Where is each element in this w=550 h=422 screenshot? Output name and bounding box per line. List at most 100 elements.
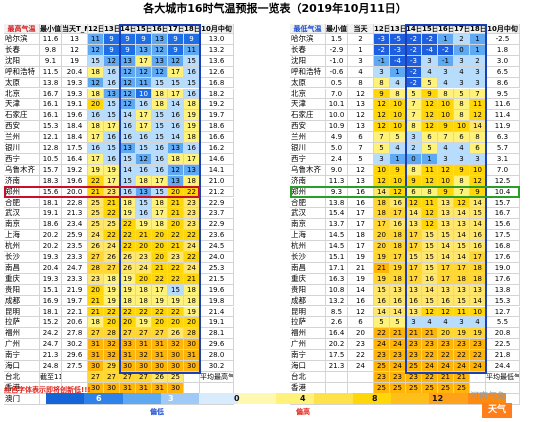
table-cell: 21	[422, 328, 438, 340]
table-cell: 6	[348, 132, 374, 143]
table-cell: 17	[168, 88, 184, 100]
table-cell: 3	[454, 153, 470, 165]
table-cell: 16	[152, 153, 168, 165]
table-cell: 7.0	[326, 88, 348, 100]
table-cell: 31	[88, 339, 104, 351]
table-cell: 22	[120, 230, 136, 242]
legend-segment	[352, 393, 392, 404]
table-cell: 16	[390, 295, 406, 307]
table-cell: 20.8	[486, 328, 520, 340]
table-cell: 18.6	[200, 121, 234, 133]
table-cell: 15	[454, 295, 470, 307]
table-cell: 17.5	[486, 230, 520, 242]
table-cell: 16.2	[200, 143, 234, 154]
table-cell: 10	[470, 306, 486, 318]
table-cell: 28.1	[200, 328, 234, 340]
table-cell: 15	[104, 143, 120, 154]
table-cell: 24	[184, 241, 200, 252]
city-name: 沈阳	[290, 55, 326, 67]
table-cell: 29.6	[200, 339, 234, 351]
table-cell: 30	[168, 350, 184, 361]
table-cell: 11	[470, 99, 486, 111]
table-cell: 9	[168, 34, 184, 45]
legend-tick-label: 0	[234, 394, 240, 403]
city-name: 长沙	[290, 252, 326, 263]
table-cell: 1	[390, 153, 406, 165]
table-cell: 12	[422, 219, 438, 231]
table-cell: 3.1	[486, 153, 520, 165]
table-cell: 13	[62, 34, 88, 45]
table-cell: 22	[374, 328, 390, 340]
table-cell: 19	[104, 295, 120, 307]
city-name: 上海	[4, 230, 40, 242]
table-cell: 13	[454, 219, 470, 231]
table-cell: 9	[104, 34, 120, 45]
table-cell: -1.0	[326, 55, 348, 67]
table-cell: 13	[152, 34, 168, 45]
city-name: 北京	[4, 88, 40, 100]
table-cell: 16.6	[200, 132, 234, 143]
table-cell: 4	[438, 143, 454, 154]
table-cell: 11.5	[40, 66, 62, 78]
table-cell: 26	[104, 252, 120, 263]
table-cell: 10	[438, 110, 454, 122]
table-cell: 30.2	[62, 339, 88, 351]
table-cell: 16	[120, 121, 136, 133]
table-cell: 25	[104, 219, 120, 231]
table-cell: 11	[136, 77, 152, 89]
table-cell: 12	[374, 110, 390, 122]
table-cell: 22	[152, 306, 168, 318]
city-name: 西宁	[4, 153, 40, 165]
table-cell: 14.6	[200, 153, 234, 165]
legend-segment	[429, 393, 469, 404]
table-cell: -2	[406, 44, 422, 56]
table-cell: 23.3	[62, 273, 88, 285]
table-cell: 16.8	[200, 77, 234, 89]
table-cell: 32	[104, 350, 120, 361]
table-cell: 12	[470, 110, 486, 122]
table-cell: 23	[104, 186, 120, 198]
table-cell: 15	[152, 186, 168, 198]
table-cell: 17	[374, 219, 390, 231]
city-name: 天津	[290, 99, 326, 111]
table-cell: 7	[470, 88, 486, 100]
table-cell: -4	[422, 44, 438, 56]
table-cell: 12	[348, 110, 374, 122]
table-cell: 20	[88, 99, 104, 111]
table-cell: 16	[136, 132, 152, 143]
city-name: 西安	[4, 121, 40, 133]
table-cell: 12	[136, 153, 152, 165]
table-cell: 14	[470, 219, 486, 231]
table-cell: 15	[438, 230, 454, 242]
table-cell: 1	[348, 44, 374, 56]
table-cell: 10	[390, 175, 406, 187]
table-cell: 15	[152, 77, 168, 89]
table-cell: 16.9	[40, 295, 62, 307]
table-cell: 1	[422, 153, 438, 165]
table-cell: 21.4	[200, 306, 234, 318]
city-name: 北京	[290, 88, 326, 100]
table-cell: 33	[120, 339, 136, 351]
table-cell: 21	[406, 328, 422, 340]
city-name: 济南	[4, 175, 40, 187]
table-cell: 17.5	[62, 143, 88, 154]
table-cell: 5.7	[486, 143, 520, 154]
table-cell: 30	[120, 361, 136, 372]
table-cell: 23	[406, 371, 422, 383]
table-cell: 1	[470, 44, 486, 56]
table-cell: 11	[184, 44, 200, 56]
table-cell: 13.0	[200, 34, 234, 45]
table-cell: 30	[184, 339, 200, 351]
table-cell: 15.3	[486, 295, 520, 307]
table-cell: 20.4	[62, 66, 88, 78]
city-name: 银川	[4, 143, 40, 154]
table-cell: 13	[348, 175, 374, 187]
table-cell: 18	[168, 153, 184, 165]
table-cell: 20	[136, 273, 152, 285]
table-cell: 18	[390, 230, 406, 242]
table-cell: 16	[104, 66, 120, 78]
table-cell: 16	[374, 295, 390, 307]
table-cell: 26	[168, 328, 184, 340]
table-cell: 平均最低气温	[486, 371, 520, 383]
table-cell: 28	[104, 328, 120, 340]
